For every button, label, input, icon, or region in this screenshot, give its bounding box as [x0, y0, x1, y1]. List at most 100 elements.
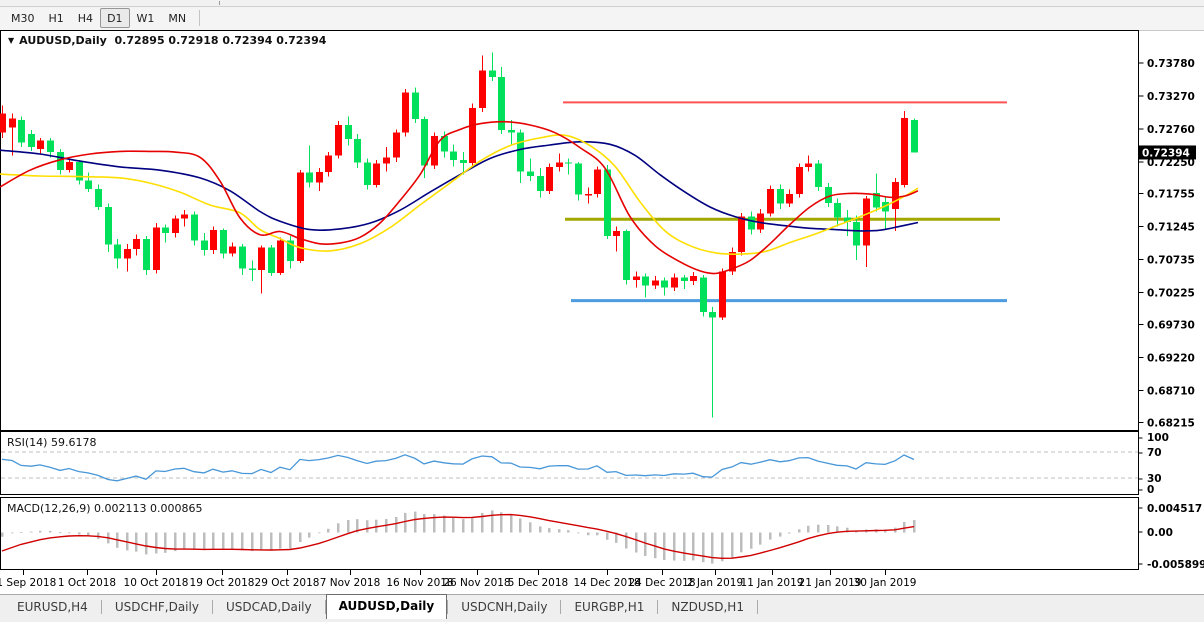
- date-axis-label: 10 Oct 2018: [124, 577, 189, 589]
- candle-bearish: [441, 135, 448, 152]
- timeframe-button-h1[interactable]: H1: [48, 12, 64, 25]
- candle-bullish: [335, 124, 342, 156]
- timeframe-button-mn[interactable]: MN: [168, 12, 187, 25]
- candle-bullish: [124, 248, 131, 259]
- candle-bearish: [623, 230, 630, 280]
- candle-bullish: [757, 213, 764, 230]
- date-axis-label: 11 Jan 2019: [741, 577, 804, 589]
- ma-mid-yellow: [0, 134, 919, 255]
- tab-separator: [100, 599, 102, 614]
- date-axis-label: 16 Nov 2018: [386, 577, 453, 589]
- chart-tab-eurusd-h4[interactable]: EURUSD,H4: [17, 600, 88, 614]
- chart-tabs-bar: EURUSD,H4 USDCHF,Daily USDCAD,Daily AUDUSD,…: [0, 594, 1204, 622]
- macd-histogram-bar: [759, 532, 762, 545]
- macd-histogram-bar: [443, 515, 446, 533]
- macd-histogram-bar: [404, 512, 407, 533]
- macd-histogram-bar: [270, 532, 273, 551]
- chart-tab-audusd-daily[interactable]: AUDUSD,Daily: [325, 594, 448, 619]
- macd-histogram-bar: [750, 532, 753, 549]
- macd-histogram-bar: [299, 532, 302, 543]
- candle-bullish: [633, 276, 640, 280]
- candle-bearish: [114, 244, 121, 259]
- candle-bullish: [767, 188, 774, 214]
- macd-histogram-bar: [174, 532, 177, 552]
- tab-separator: [324, 599, 326, 614]
- chart-tab-usdchf-daily[interactable]: USDCHF,Daily: [114, 600, 199, 614]
- timeframe-button-m30[interactable]: M30: [11, 12, 35, 25]
- macd-histogram-bar: [462, 519, 465, 533]
- candle-bullish: [652, 280, 659, 286]
- macd-axis-label: 0.00: [1147, 527, 1173, 539]
- macd-indicator-label: MACD(12,26,9) 0.002113 0.000865: [7, 502, 203, 515]
- candle-bearish: [748, 216, 755, 230]
- macd-histogram-bar: [308, 532, 311, 538]
- candle-bearish: [18, 119, 25, 143]
- candle-bullish: [786, 194, 793, 204]
- macd-histogram-bar: [260, 532, 263, 550]
- candle-bearish: [709, 312, 716, 318]
- rsi-value: 59.6178: [50, 436, 97, 449]
- candle-bearish: [239, 246, 246, 269]
- candle-bullish: [133, 239, 140, 249]
- macd-histogram-bar: [587, 532, 590, 536]
- candle-bullish: [585, 194, 592, 196]
- chart-tab-nzdusd-h1[interactable]: NZDUSD,H1: [671, 600, 744, 614]
- candle-bearish: [815, 163, 822, 187]
- candle-bearish: [489, 70, 496, 78]
- candle-bearish: [57, 152, 64, 171]
- macd-histogram-bar: [49, 530, 52, 533]
- macd-histogram-bar: [164, 532, 167, 553]
- candle-bearish: [191, 214, 198, 241]
- chart-tab-usdcnh-daily[interactable]: USDCNH,Daily: [461, 600, 548, 614]
- candle-bearish: [498, 77, 505, 131]
- ma-fast-red: [0, 120, 919, 275]
- chart-tab-eurgbp-h1[interactable]: EURGBP,H1: [574, 600, 645, 614]
- candle-bullish: [258, 247, 265, 271]
- timeframe-button-w1[interactable]: W1: [136, 12, 155, 25]
- chart-tab-usdcad-daily[interactable]: USDCAD,Daily: [225, 600, 312, 614]
- candle-bullish: [373, 163, 380, 186]
- macd-histogram-bar: [414, 511, 417, 533]
- macd-histogram-bar: [903, 521, 906, 533]
- candle-bearish: [517, 132, 524, 172]
- timeframe-button-h4[interactable]: H4: [77, 12, 94, 25]
- macd-histogram-bar: [884, 529, 887, 533]
- candle-bullish: [613, 230, 620, 237]
- candle-bullish: [153, 227, 160, 271]
- macd-histogram-bar: [788, 532, 791, 534]
- macd-histogram-bar: [663, 532, 666, 561]
- candle-bullish: [383, 157, 390, 164]
- candle-bearish: [604, 169, 611, 237]
- timeframe-button-d1[interactable]: D1: [100, 8, 130, 28]
- candle-bullish: [431, 135, 438, 166]
- tab-separator: [560, 599, 562, 614]
- macd-histogram-bar: [558, 529, 561, 533]
- rsi-name: RSI(14): [7, 436, 48, 449]
- candle-bearish: [421, 119, 428, 166]
- price-axis-label: 0.71755: [1147, 189, 1195, 201]
- candle-bullish: [210, 230, 217, 251]
- macd-axis-label: -0.005899: [1147, 559, 1204, 571]
- price-axis-label: 0.70225: [1147, 288, 1195, 300]
- price-axis-label: 0.72250: [1147, 157, 1195, 169]
- macd-histogram-bar: [30, 531, 33, 533]
- candle-bearish: [777, 188, 784, 204]
- tab-separator: [447, 599, 449, 614]
- candle-bullish: [469, 108, 476, 164]
- macd-histogram-bar: [529, 522, 532, 533]
- macd-histogram-bar: [375, 519, 378, 533]
- candle-bullish: [690, 276, 697, 282]
- macd-histogram-bar: [1, 532, 4, 537]
- candle-bearish: [287, 240, 294, 262]
- price-axis-label: 0.73780: [1147, 58, 1195, 70]
- candle-bearish: [661, 280, 668, 288]
- candle-bearish: [527, 171, 534, 176]
- macd-histogram-bar: [433, 514, 436, 533]
- tab-separator: [657, 599, 659, 614]
- chart-collapse-icon[interactable]: ▼: [8, 36, 15, 45]
- rsi-indicator-label: RSI(14) 59.6178: [7, 436, 96, 449]
- date-axis-label: 2 Jan 2019: [687, 577, 743, 589]
- chart-title: ▼ AUDUSD,Daily 0.72895 0.72918 0.72394 0.…: [8, 34, 326, 47]
- macd-histogram-bar: [212, 532, 215, 549]
